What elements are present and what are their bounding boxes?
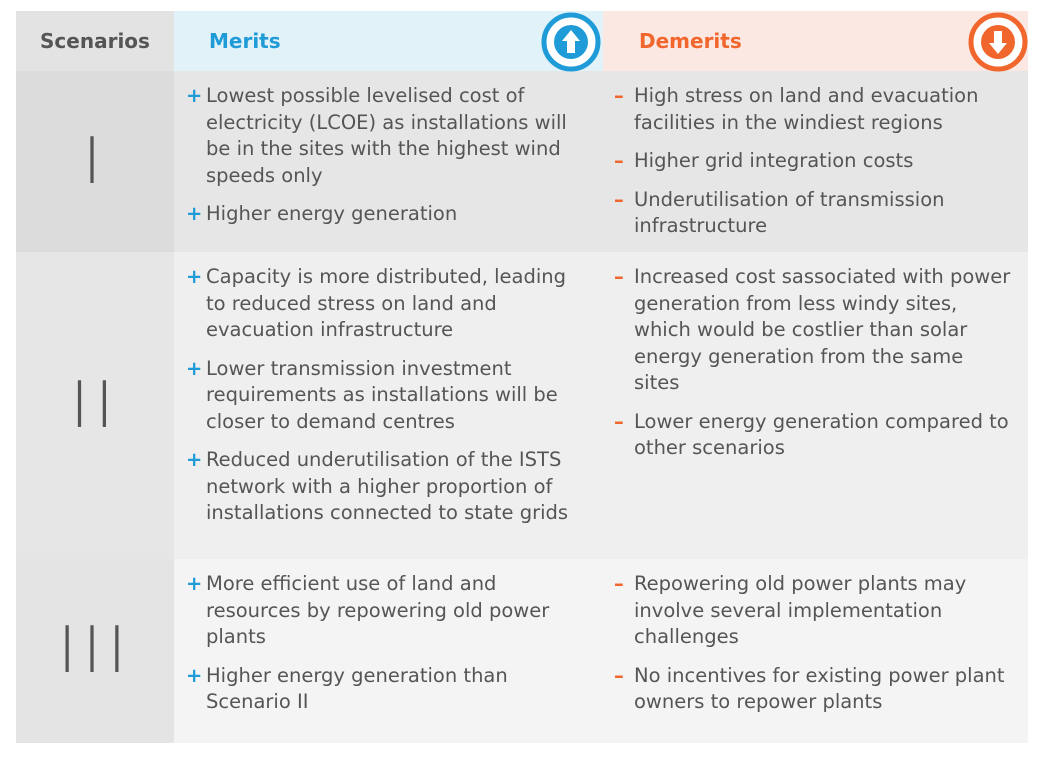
item-text: Reduced underutilisation of the ISTS net…	[206, 448, 569, 524]
demerits-item: – High stress on land and evacuation faci…	[614, 83, 1014, 136]
merits-item: + Higher energy generation	[186, 201, 589, 228]
bullet: –	[614, 409, 624, 433]
demerits-item: – Higher grid integration costs	[614, 148, 1014, 175]
item-text: Lowest possible levelised cost of electr…	[206, 84, 567, 187]
bullet: +	[186, 572, 203, 595]
merits-cell: + More efficient use of land and resource…	[174, 559, 603, 743]
bullet: +	[186, 202, 203, 225]
merits-cell: + Capacity is more distributed, leading t…	[174, 252, 603, 559]
up-icon	[541, 12, 601, 72]
item-text: High stress on land and evacuation facil…	[634, 84, 979, 134]
header-scenarios: Scenarios	[16, 11, 174, 71]
bullet: +	[186, 84, 203, 107]
bullet: –	[614, 84, 624, 107]
bullet: –	[614, 572, 624, 595]
demerits-item: – Repowering old power plants may involve…	[614, 571, 1014, 651]
item-text: Lower energy generation compared to othe…	[634, 409, 1009, 460]
bullet: +	[186, 663, 203, 687]
demerits-title: Demerits	[639, 29, 742, 53]
bullet: –	[614, 149, 624, 172]
item-text: Repowering old power plants may involve …	[634, 572, 967, 648]
item-text: Underutilisation of transmission infrast…	[634, 187, 945, 238]
scenario-cell: III	[16, 559, 174, 743]
down-icon	[968, 12, 1028, 72]
bullet: –	[614, 265, 624, 288]
scenario-cell: I	[16, 71, 174, 252]
header-demerits: Demerits	[603, 11, 1028, 72]
item-text: Higher grid integration costs	[634, 149, 914, 172]
demerits-cell: – Repowering old power plants may involve…	[603, 559, 1028, 743]
merits-item: + Lowest possible levelised cost of elect…	[186, 83, 589, 189]
bullet: –	[614, 663, 624, 687]
item-text: Lower transmission investment requiremen…	[206, 356, 558, 433]
bullet: +	[186, 265, 203, 288]
scenario-cell: II	[16, 252, 174, 559]
item-text: Capacity is more distributed, leading to…	[206, 265, 566, 341]
merits-title: Merits	[209, 29, 281, 53]
demerits-item: – Underutilisation of transmission infras…	[614, 187, 1014, 240]
header-merits: Merits	[174, 11, 603, 72]
item-text: Higher energy generation than Scenario I…	[206, 663, 508, 714]
bullet: –	[614, 187, 624, 211]
item-text: No incentives for existing power plant o…	[634, 663, 1005, 714]
item-text: Increased cost sassociated with power ge…	[634, 265, 1011, 394]
merits-item: + Lower transmission investment requireme…	[186, 356, 589, 436]
demerits-item: – Increased cost sassociated with power g…	[614, 264, 1014, 397]
merits-cell: + Lowest possible levelised cost of elect…	[174, 71, 603, 252]
table: Scenarios Merits Demerits I + Lowest possi…	[16, 11, 1028, 743]
demerits-cell: – Increased cost sassociated with power g…	[603, 252, 1028, 559]
item-text: More efficient use of land and resources…	[206, 572, 550, 648]
demerits-cell: – High stress on land and evacuation faci…	[603, 71, 1028, 252]
merits-item: + Capacity is more distributed, leading t…	[186, 264, 589, 344]
merits-item: + More efficient use of land and resource…	[186, 571, 589, 651]
demerits-item: – Lower energy generation compared to oth…	[614, 409, 1014, 462]
bullet: +	[186, 356, 203, 380]
item-text: Higher energy generation	[206, 202, 458, 225]
demerits-item: – No incentives for existing power plant …	[614, 663, 1014, 716]
merits-item: + Higher energy generation than Scenario …	[186, 663, 589, 716]
merits-item: + Reduced underutilisation of the ISTS ne…	[186, 447, 589, 527]
bullet: +	[186, 448, 203, 471]
